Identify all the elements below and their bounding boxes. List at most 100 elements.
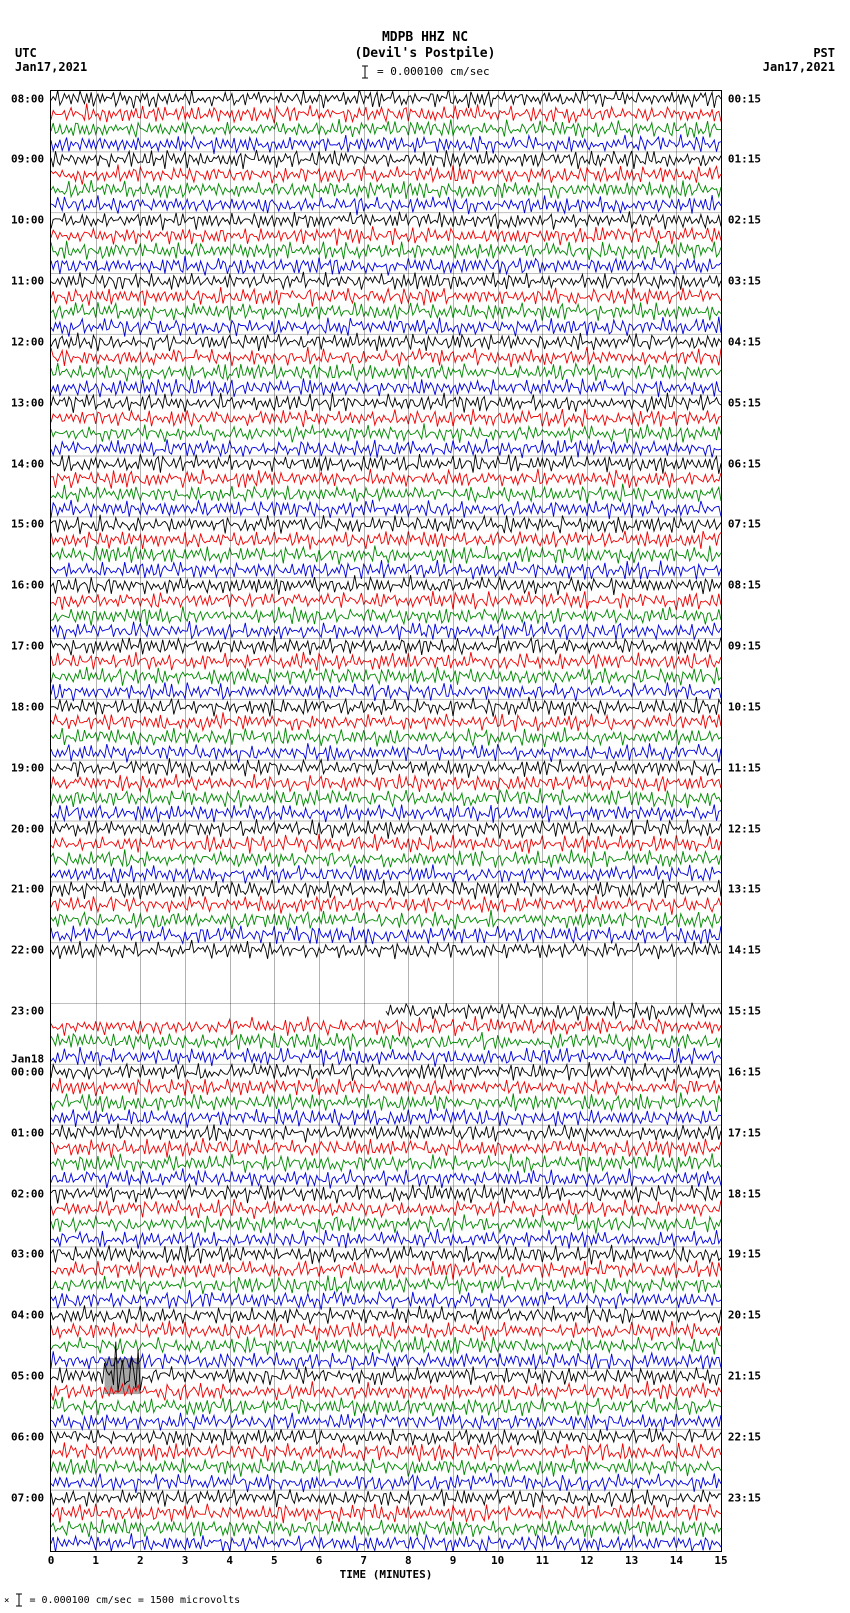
- seismic-trace: [51, 211, 721, 230]
- utc-time-label: 14:00: [11, 457, 44, 470]
- utc-time-label: 21:00: [11, 883, 44, 896]
- seismic-trace: [51, 1124, 721, 1143]
- x-tick-label: 14: [670, 1554, 683, 1567]
- grid-line: [632, 91, 633, 1551]
- seismic-trace: [51, 683, 721, 702]
- utc-time-label: 02:00: [11, 1187, 44, 1200]
- seismic-trace: [51, 1229, 721, 1249]
- traces-svg: [51, 91, 721, 1551]
- pst-time-label: 08:15: [728, 579, 761, 592]
- seismic-trace: [51, 241, 721, 260]
- x-tick-label: 15: [714, 1554, 727, 1567]
- utc-time-label: 08:00: [11, 92, 44, 105]
- pst-time-label: 16:15: [728, 1065, 761, 1078]
- seismic-trace: [51, 1337, 721, 1355]
- grid-line: [498, 91, 499, 1551]
- utc-time-label: 19:00: [11, 761, 44, 774]
- utc-time-label: 10:00: [11, 214, 44, 227]
- seismic-trace: [51, 1185, 721, 1204]
- x-tick-label: 8: [405, 1554, 412, 1567]
- pst-time-label: 21:15: [728, 1370, 761, 1383]
- pst-time-label: 02:15: [728, 214, 761, 227]
- pst-time-label: 01:15: [728, 153, 761, 166]
- utc-time-label: 03:00: [11, 1248, 44, 1261]
- grid-line: [676, 91, 677, 1551]
- seismic-trace: [51, 880, 721, 900]
- grid-line: [453, 91, 454, 1551]
- seismic-trace: [51, 91, 721, 108]
- utc-time-label: 13:00: [11, 396, 44, 409]
- seismic-trace: [51, 363, 721, 381]
- utc-time-label: 07:00: [11, 1491, 44, 1504]
- seismogram-container: MDPB HHZ NC (Devil's Postpile) = 0.00010…: [0, 0, 850, 1613]
- seismic-trace: [51, 1381, 721, 1401]
- x-tick-label: 12: [580, 1554, 593, 1567]
- seismic-trace: [51, 895, 721, 915]
- seismic-trace: [51, 1153, 721, 1173]
- timezone-right: PST: [813, 46, 835, 60]
- grid-line: [587, 91, 588, 1551]
- timezone-left: UTC: [15, 46, 37, 60]
- seismic-trace: [51, 333, 721, 352]
- pst-time-label: 14:15: [728, 944, 761, 957]
- seismic-trace: [386, 1001, 721, 1020]
- x-tick-label: 11: [536, 1554, 549, 1567]
- utc-time-label: 09:00: [11, 153, 44, 166]
- seismic-trace: [51, 469, 721, 489]
- seismic-trace: [51, 1290, 721, 1310]
- seismic-trace: [51, 287, 721, 307]
- utc-time-label: 17:00: [11, 640, 44, 653]
- pst-time-label: 17:15: [728, 1126, 761, 1139]
- seismic-trace: [51, 500, 721, 519]
- seismic-trace: [51, 712, 721, 731]
- utc-time-label: 15:00: [11, 518, 44, 531]
- station-location: (Devil's Postpile): [0, 46, 850, 61]
- seismic-trace: [51, 1138, 721, 1158]
- seismic-trace: [51, 439, 721, 458]
- seismic-trace: [51, 864, 721, 883]
- scale-bar-icon: [15, 1593, 23, 1607]
- seismic-trace: [51, 910, 721, 930]
- seismic-trace: [51, 621, 721, 640]
- x-tick-label: 7: [360, 1554, 367, 1567]
- x-axis-title: TIME (MINUTES): [340, 1568, 433, 1581]
- pst-time-label: 18:15: [728, 1187, 761, 1200]
- seismic-trace: [51, 531, 721, 550]
- seismic-trace: [51, 1321, 721, 1341]
- utc-time-label: 18:00: [11, 700, 44, 713]
- seismic-trace: [51, 484, 721, 503]
- grid-line: [96, 91, 97, 1551]
- utc-time-label: 11:00: [11, 275, 44, 288]
- utc-time-label: 16:00: [11, 579, 44, 592]
- seismic-trace: [51, 1093, 721, 1112]
- pst-time-label: 13:15: [728, 883, 761, 896]
- utc-time-label: 12:00: [11, 335, 44, 348]
- footer-text: = 0.000100 cm/sec = 1500 microvolts: [29, 1595, 240, 1606]
- utc-time-label: Jan1800:00: [11, 1052, 44, 1078]
- seismic-trace: [51, 1245, 721, 1265]
- pst-time-label: 23:15: [728, 1491, 761, 1504]
- seismic-trace: [51, 652, 721, 671]
- pst-time-label: 15:15: [728, 1005, 761, 1018]
- seismic-trace: [51, 1260, 721, 1279]
- grid-line: [364, 91, 365, 1551]
- seismic-trace: [51, 1168, 721, 1188]
- seismic-trace: [51, 591, 721, 610]
- seismic-trace: [51, 515, 721, 534]
- seismic-trace: [51, 302, 721, 321]
- seismic-trace: [51, 1047, 721, 1067]
- pst-time-label: 09:15: [728, 640, 761, 653]
- x-tick-label: 0: [48, 1554, 55, 1567]
- seismic-trace: [51, 1397, 721, 1417]
- x-tick-label: 3: [182, 1554, 189, 1567]
- seismic-trace: [51, 1442, 721, 1462]
- utc-time-label: 05:00: [11, 1370, 44, 1383]
- x-tick-label: 5: [271, 1554, 278, 1567]
- pst-time-label: 00:15: [728, 92, 761, 105]
- seismic-trace: [51, 409, 721, 427]
- seismic-trace: [51, 560, 721, 580]
- seismic-trace: [51, 805, 721, 823]
- station-code: MDPB HHZ NC: [0, 30, 850, 45]
- seismic-trace: [51, 226, 721, 245]
- x-tick-label: 10: [491, 1554, 504, 1567]
